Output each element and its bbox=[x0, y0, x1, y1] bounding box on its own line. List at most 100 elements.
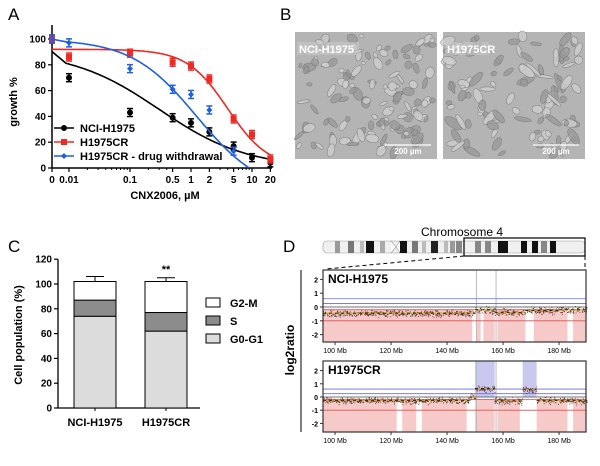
probe-dot bbox=[368, 314, 369, 316]
a-data-point bbox=[249, 131, 255, 138]
d-y-tick-label: 1 bbox=[314, 291, 318, 298]
probe-dot bbox=[409, 401, 411, 403]
probe-dot bbox=[371, 314, 373, 316]
cell bbox=[571, 83, 582, 94]
probe-dot bbox=[505, 398, 507, 400]
d-y-tick-label: 2 bbox=[314, 277, 318, 284]
cell bbox=[553, 86, 560, 92]
probe-dot bbox=[536, 311, 538, 313]
zoom-line-left bbox=[325, 255, 465, 270]
probe-dot bbox=[339, 315, 341, 317]
probe-dot bbox=[406, 313, 408, 315]
probe-dot bbox=[375, 400, 376, 402]
probe-dot bbox=[525, 387, 527, 388]
probe-dot bbox=[474, 311, 476, 313]
probe-dot bbox=[495, 309, 497, 310]
probe-dot bbox=[509, 403, 511, 405]
probe-dot bbox=[359, 312, 361, 313]
probe-dot bbox=[417, 311, 419, 313]
probe-dot bbox=[421, 401, 423, 403]
probe-dot bbox=[452, 311, 454, 313]
d-x-tick-label: 140 Mb bbox=[435, 348, 458, 355]
probe-dot bbox=[432, 316, 434, 318]
probe-dot bbox=[450, 398, 452, 400]
probe-dot bbox=[393, 313, 395, 315]
probe-dot bbox=[452, 309, 454, 311]
probe-dot bbox=[408, 400, 410, 402]
probe-dot bbox=[342, 399, 344, 401]
probe-dot bbox=[360, 402, 362, 404]
probe-dot bbox=[550, 402, 552, 404]
probe-dot bbox=[453, 313, 455, 315]
probe-dot bbox=[483, 389, 485, 391]
probe-dot bbox=[386, 397, 388, 399]
probe-dot bbox=[457, 314, 459, 316]
probe-dot bbox=[414, 311, 416, 313]
probe-dot bbox=[572, 401, 574, 402]
probe-dot bbox=[511, 401, 513, 403]
probe-dot bbox=[415, 314, 417, 315]
probe-dot bbox=[367, 314, 369, 316]
probe-dot bbox=[561, 313, 563, 315]
probe-dot bbox=[462, 314, 464, 316]
probe-dot bbox=[481, 386, 483, 388]
probe-dot bbox=[474, 398, 476, 400]
probe-dot bbox=[351, 398, 353, 400]
probe-dot bbox=[375, 400, 377, 402]
probe-dot bbox=[367, 312, 369, 314]
probe-dot bbox=[396, 398, 398, 400]
probe-dot bbox=[581, 310, 583, 312]
probe-dot bbox=[427, 316, 429, 318]
probe-dot bbox=[395, 314, 397, 316]
probe-dot bbox=[469, 314, 471, 316]
a-y-tick-label: 40 bbox=[35, 112, 47, 123]
probe-dot bbox=[474, 313, 476, 315]
probe-dot bbox=[513, 310, 514, 312]
cell bbox=[493, 54, 504, 67]
zoom-region-box bbox=[463, 237, 586, 257]
probe-dot bbox=[323, 397, 325, 399]
probe-dot bbox=[552, 308, 554, 310]
probe-dot bbox=[453, 311, 455, 313]
cell bbox=[404, 60, 413, 69]
probe-dot bbox=[435, 315, 437, 316]
probe-dot bbox=[517, 313, 519, 315]
probe-dot bbox=[502, 399, 504, 401]
probe-dot bbox=[495, 402, 497, 404]
probe-dot bbox=[572, 311, 574, 313]
d-y-tick-label: -2 bbox=[312, 421, 318, 428]
probe-dot bbox=[349, 402, 351, 404]
probe-dot bbox=[491, 313, 493, 315]
probe-dot bbox=[365, 313, 367, 315]
micrograph-h1975cr: H1975CR 200 µm bbox=[440, 30, 585, 159]
probe-dot bbox=[331, 401, 333, 403]
probe-dot bbox=[323, 314, 325, 316]
probe-dot bbox=[555, 311, 556, 313]
loss-shading bbox=[421, 399, 467, 432]
probe-dot bbox=[558, 398, 560, 400]
probe-dot bbox=[534, 388, 536, 390]
probe-dot bbox=[372, 399, 374, 401]
probe-dot bbox=[371, 311, 373, 313]
probe-dot bbox=[460, 398, 461, 400]
dose-response-chart: growth % CNX2006, µM 0 20 40 60 80 100 0 0.01 0.… bbox=[8, 25, 276, 202]
a-x-tick-label: 10 bbox=[246, 175, 258, 186]
probe-dot bbox=[560, 397, 561, 399]
probe-dot bbox=[339, 400, 341, 402]
probe-dot bbox=[344, 310, 346, 312]
probe-dot bbox=[344, 400, 346, 402]
probe-dot bbox=[473, 397, 475, 399]
d-x-tick-label: 100 Mb bbox=[323, 438, 346, 445]
probe-dot bbox=[540, 308, 541, 309]
probe-dot bbox=[526, 311, 528, 313]
cell bbox=[404, 101, 412, 112]
cell bbox=[298, 63, 303, 69]
probe-dot bbox=[332, 313, 334, 315]
probe-dot bbox=[429, 311, 431, 313]
probe-dot bbox=[402, 314, 404, 315]
probe-dot bbox=[502, 402, 504, 404]
probe-dot bbox=[486, 308, 488, 310]
probe-dot bbox=[355, 314, 357, 316]
probe-dot bbox=[507, 310, 509, 311]
probe-dot bbox=[533, 391, 534, 393]
